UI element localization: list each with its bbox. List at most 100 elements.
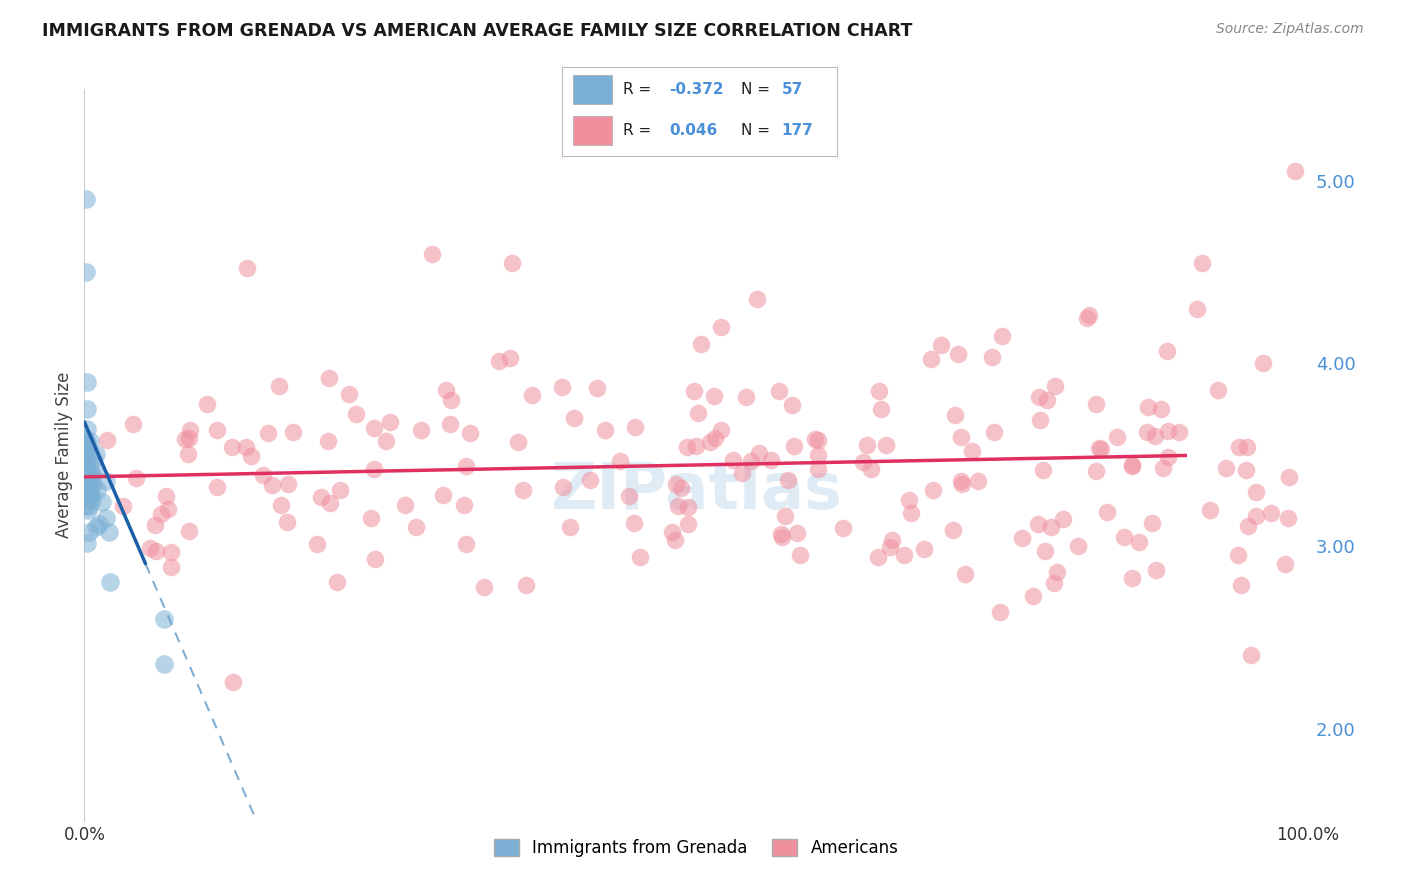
Point [1128, 534, 1150, 549]
Text: 0.046: 0.046 [669, 123, 717, 138]
Point [1152, 460, 1174, 475]
Point [98, 574, 121, 589]
Point [770, 530, 793, 544]
Point [1284, 164, 1306, 178]
Point [75, 464, 97, 478]
Point [748, 446, 770, 460]
Point [953, 566, 976, 581]
Point [79, 525, 101, 540]
Point [420, 247, 443, 261]
Point [177, 524, 200, 538]
Point [76, 486, 98, 500]
Point [747, 293, 769, 307]
Point [80, 488, 103, 502]
Point [269, 379, 291, 393]
Point [782, 398, 804, 412]
Point [76, 471, 98, 485]
Point [73, 450, 96, 464]
Point [439, 417, 461, 432]
Point [1150, 402, 1173, 417]
Point [405, 520, 427, 534]
Point [676, 441, 699, 455]
Point [454, 536, 477, 550]
Point [143, 518, 166, 533]
Point [515, 577, 537, 591]
Point [222, 675, 245, 690]
Point [1107, 430, 1129, 444]
Point [80, 467, 103, 481]
Point [432, 487, 454, 501]
Point [75, 444, 97, 458]
Point [502, 256, 524, 270]
Point [868, 549, 890, 564]
Point [76, 402, 98, 417]
Point [257, 425, 280, 440]
Point [75, 457, 97, 471]
Point [558, 520, 581, 534]
Point [124, 471, 146, 485]
Point [453, 498, 475, 512]
Text: ZIPatlas: ZIPatlas [550, 460, 842, 523]
Point [1240, 648, 1263, 662]
Point [920, 352, 942, 367]
FancyBboxPatch shape [574, 75, 612, 104]
Point [79, 434, 101, 449]
Point [512, 483, 534, 497]
Point [75, 192, 97, 206]
Point [1144, 563, 1167, 577]
Point [409, 423, 432, 437]
Point [472, 581, 495, 595]
Point [1278, 470, 1301, 484]
Point [76, 472, 98, 486]
Point [77, 491, 100, 506]
Point [82, 452, 104, 467]
Point [205, 423, 228, 437]
Point [1095, 504, 1118, 518]
Point [363, 421, 385, 435]
Point [669, 481, 692, 495]
Point [775, 508, 797, 523]
Point [363, 461, 385, 475]
Point [1121, 571, 1143, 585]
Point [394, 498, 416, 512]
Point [252, 467, 274, 482]
Point [666, 499, 689, 513]
Point [458, 426, 481, 441]
Point [77, 476, 100, 491]
Point [1236, 462, 1258, 476]
Point [721, 453, 744, 467]
Point [1157, 424, 1180, 438]
Point [1076, 310, 1098, 325]
Point [77, 500, 100, 514]
Point [786, 525, 808, 540]
Point [79, 446, 101, 460]
Point [309, 490, 332, 504]
Text: R =: R = [623, 82, 655, 97]
Point [1168, 425, 1191, 439]
Point [270, 499, 292, 513]
Point [86, 447, 108, 461]
Point [942, 523, 965, 537]
Point [195, 397, 218, 411]
Point [875, 438, 897, 452]
Point [1140, 516, 1163, 530]
Point [783, 439, 806, 453]
Point [318, 371, 340, 385]
Point [73, 465, 96, 479]
Point [624, 420, 647, 434]
Point [912, 542, 935, 557]
Text: N =: N = [741, 82, 775, 97]
Point [329, 483, 352, 497]
Point [1198, 503, 1220, 517]
Point [1187, 301, 1209, 316]
Text: 177: 177 [782, 123, 814, 138]
Point [80, 466, 103, 480]
Y-axis label: Average Family Size: Average Family Size [55, 372, 73, 538]
Point [803, 432, 825, 446]
Point [75, 472, 97, 486]
Point [1244, 485, 1267, 500]
Point [344, 407, 367, 421]
Point [75, 265, 97, 279]
Point [76, 477, 98, 491]
Point [337, 386, 360, 401]
